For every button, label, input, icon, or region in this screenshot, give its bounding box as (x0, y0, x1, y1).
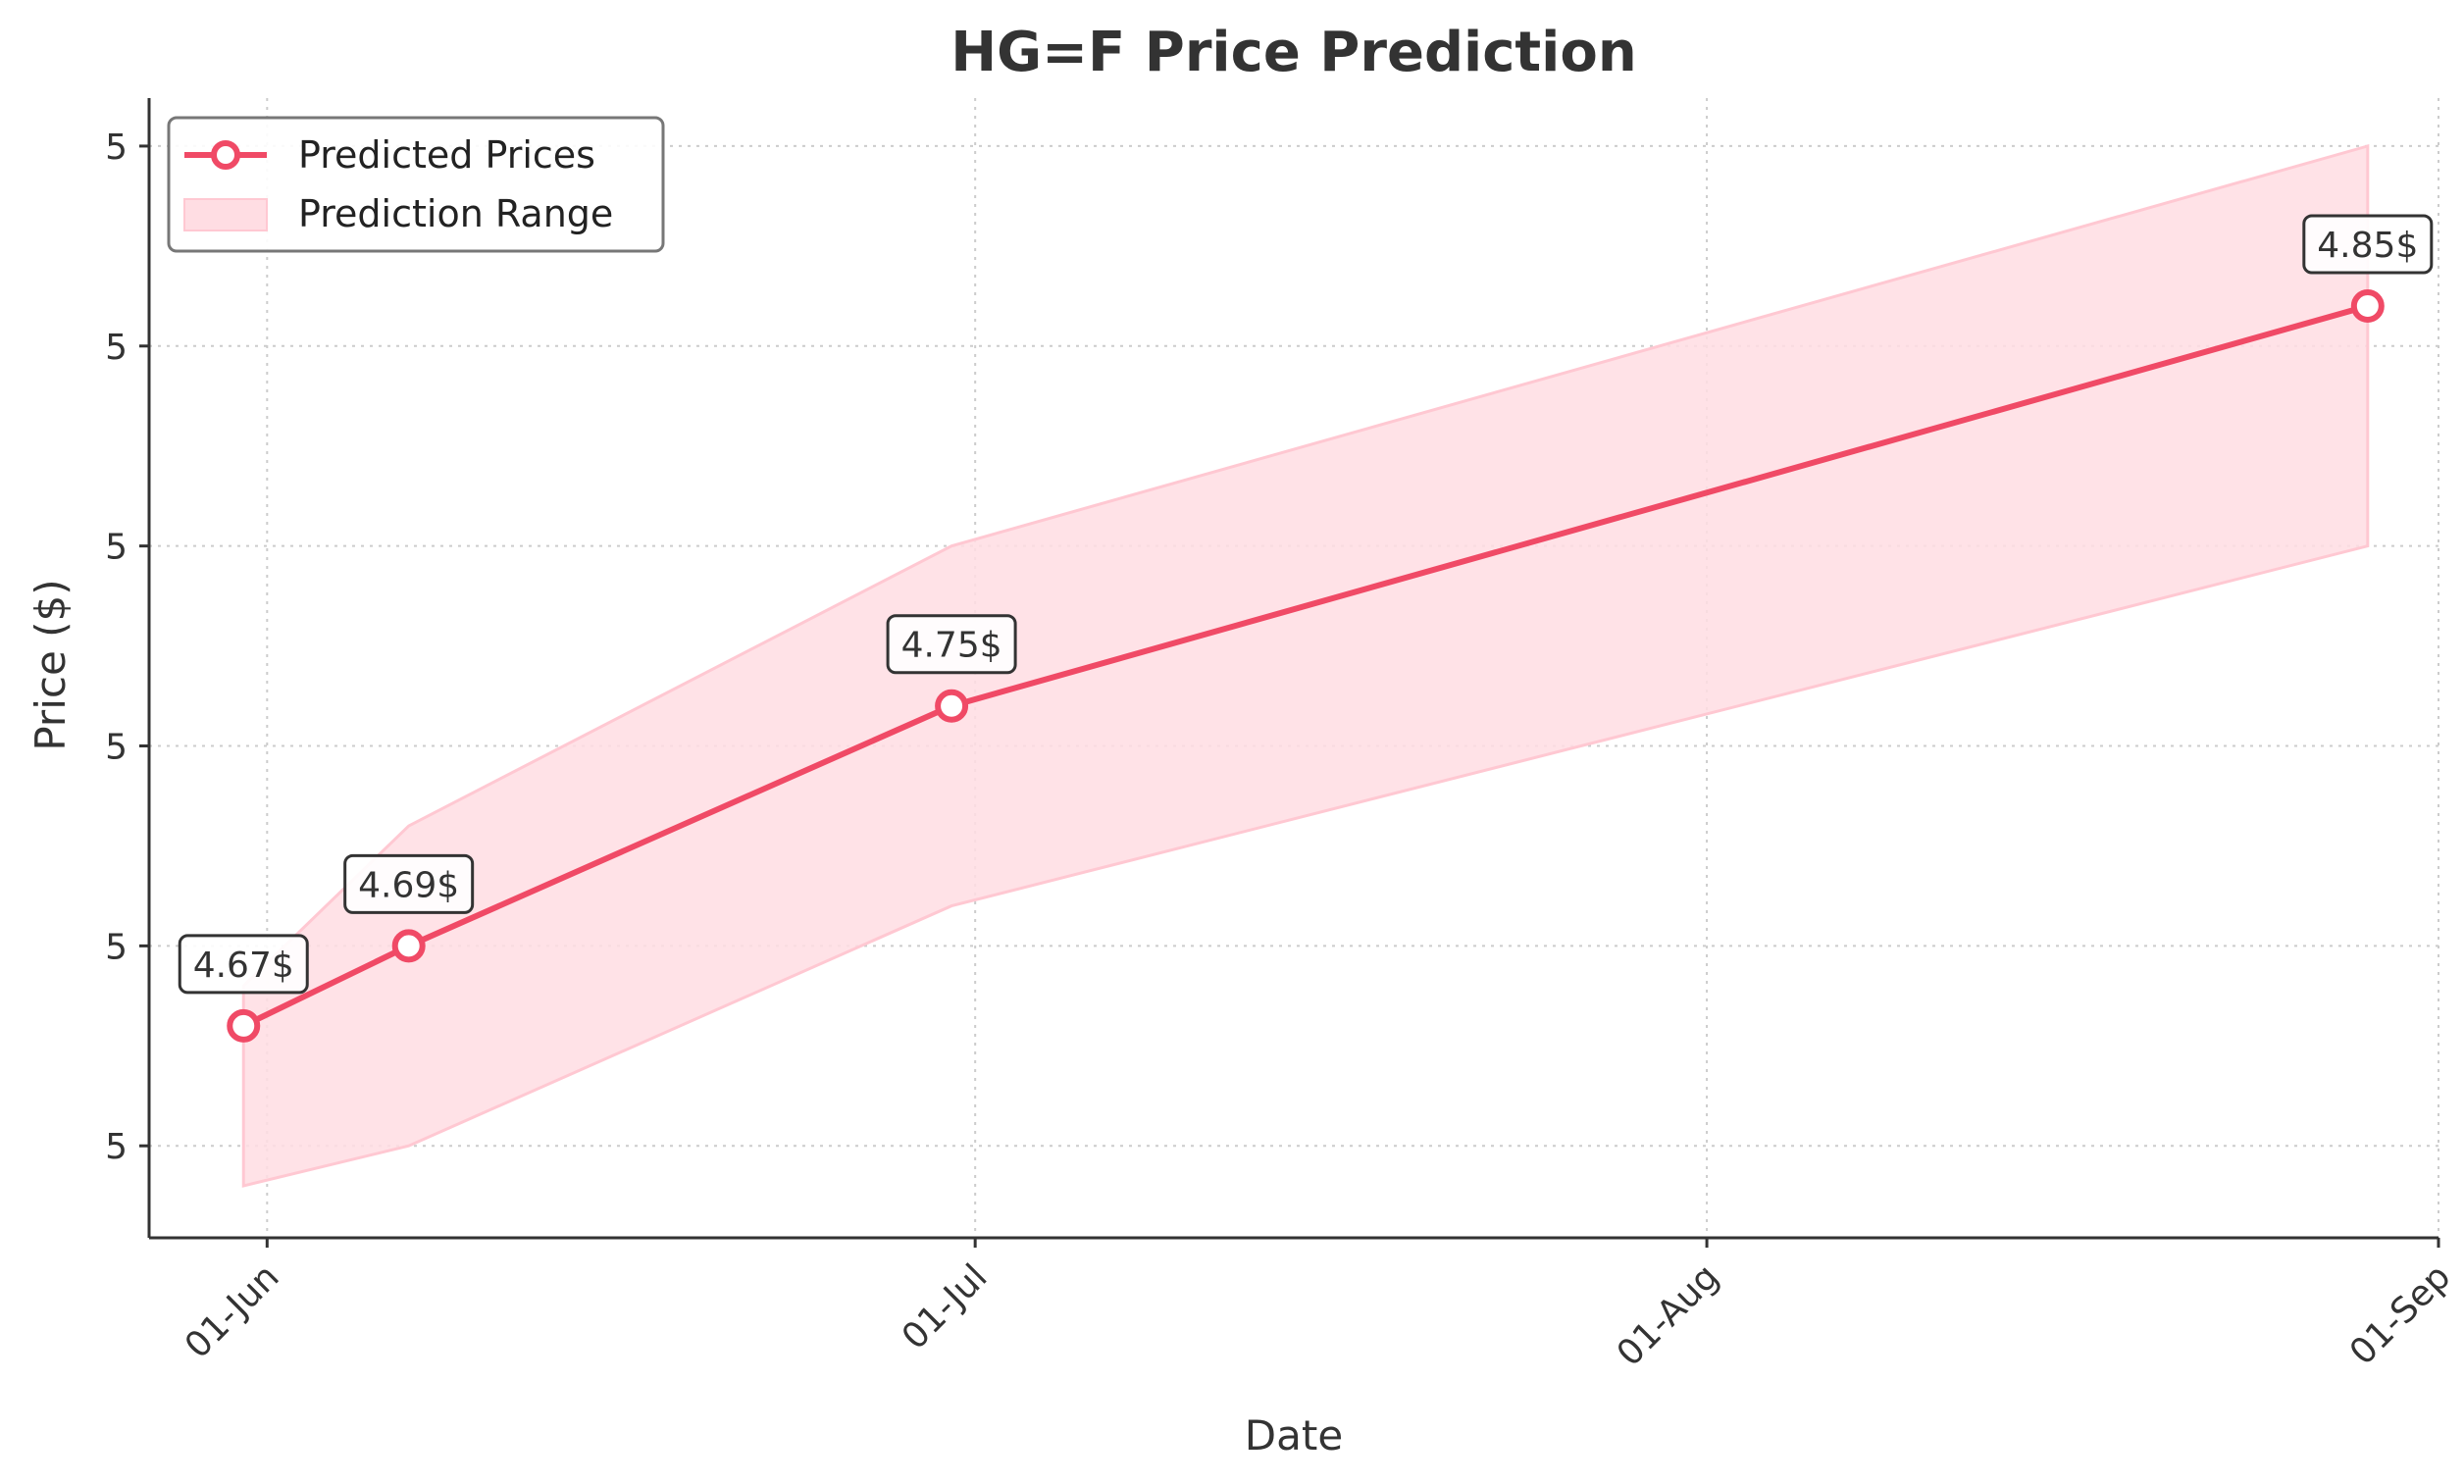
data-point-marker (935, 689, 969, 723)
legend-band-swatch (183, 198, 268, 231)
data-label: 4.69$ (358, 865, 459, 905)
legend-label-range: Prediction Range (298, 192, 613, 235)
legend-label-predicted: Predicted Prices (298, 133, 595, 177)
data-label-box (886, 614, 1017, 675)
x-axis-label: Date (1245, 1411, 1343, 1459)
y-tick-label: 5 (105, 128, 128, 168)
y-tick-label: 5 (105, 328, 128, 368)
data-point-marker (2350, 289, 2385, 324)
predicted-price-line (241, 303, 2369, 1029)
data-label: 4.67$ (193, 946, 294, 986)
y-tick-label: 5 (105, 528, 128, 568)
data-label-box (343, 853, 475, 914)
band-layer (241, 143, 2370, 1188)
y-tick-label: 5 (105, 1127, 128, 1167)
prediction-range-band (241, 143, 2370, 1188)
data-point-marker (227, 1008, 261, 1043)
legend-marker-swatch (211, 140, 240, 170)
chart-title: HG=F Price Prediction (950, 21, 1636, 84)
legend: Predicted Prices Prediction Range (167, 116, 665, 253)
data-point-marker (391, 929, 426, 963)
data-label-box (178, 934, 309, 995)
y-tick-label: 5 (105, 927, 128, 967)
data-label: 4.75$ (901, 626, 1002, 666)
data-label-box (2302, 214, 2434, 275)
y-tick-label: 5 (105, 728, 128, 768)
label-layer: 4.67$ 4.69$ 4.75$ 4.85$ (178, 214, 2434, 995)
y-axis-label: Price ($) (26, 579, 75, 750)
line-layer (227, 289, 2385, 1043)
legend-frame (167, 116, 665, 253)
data-label: 4.85$ (2317, 226, 2418, 266)
